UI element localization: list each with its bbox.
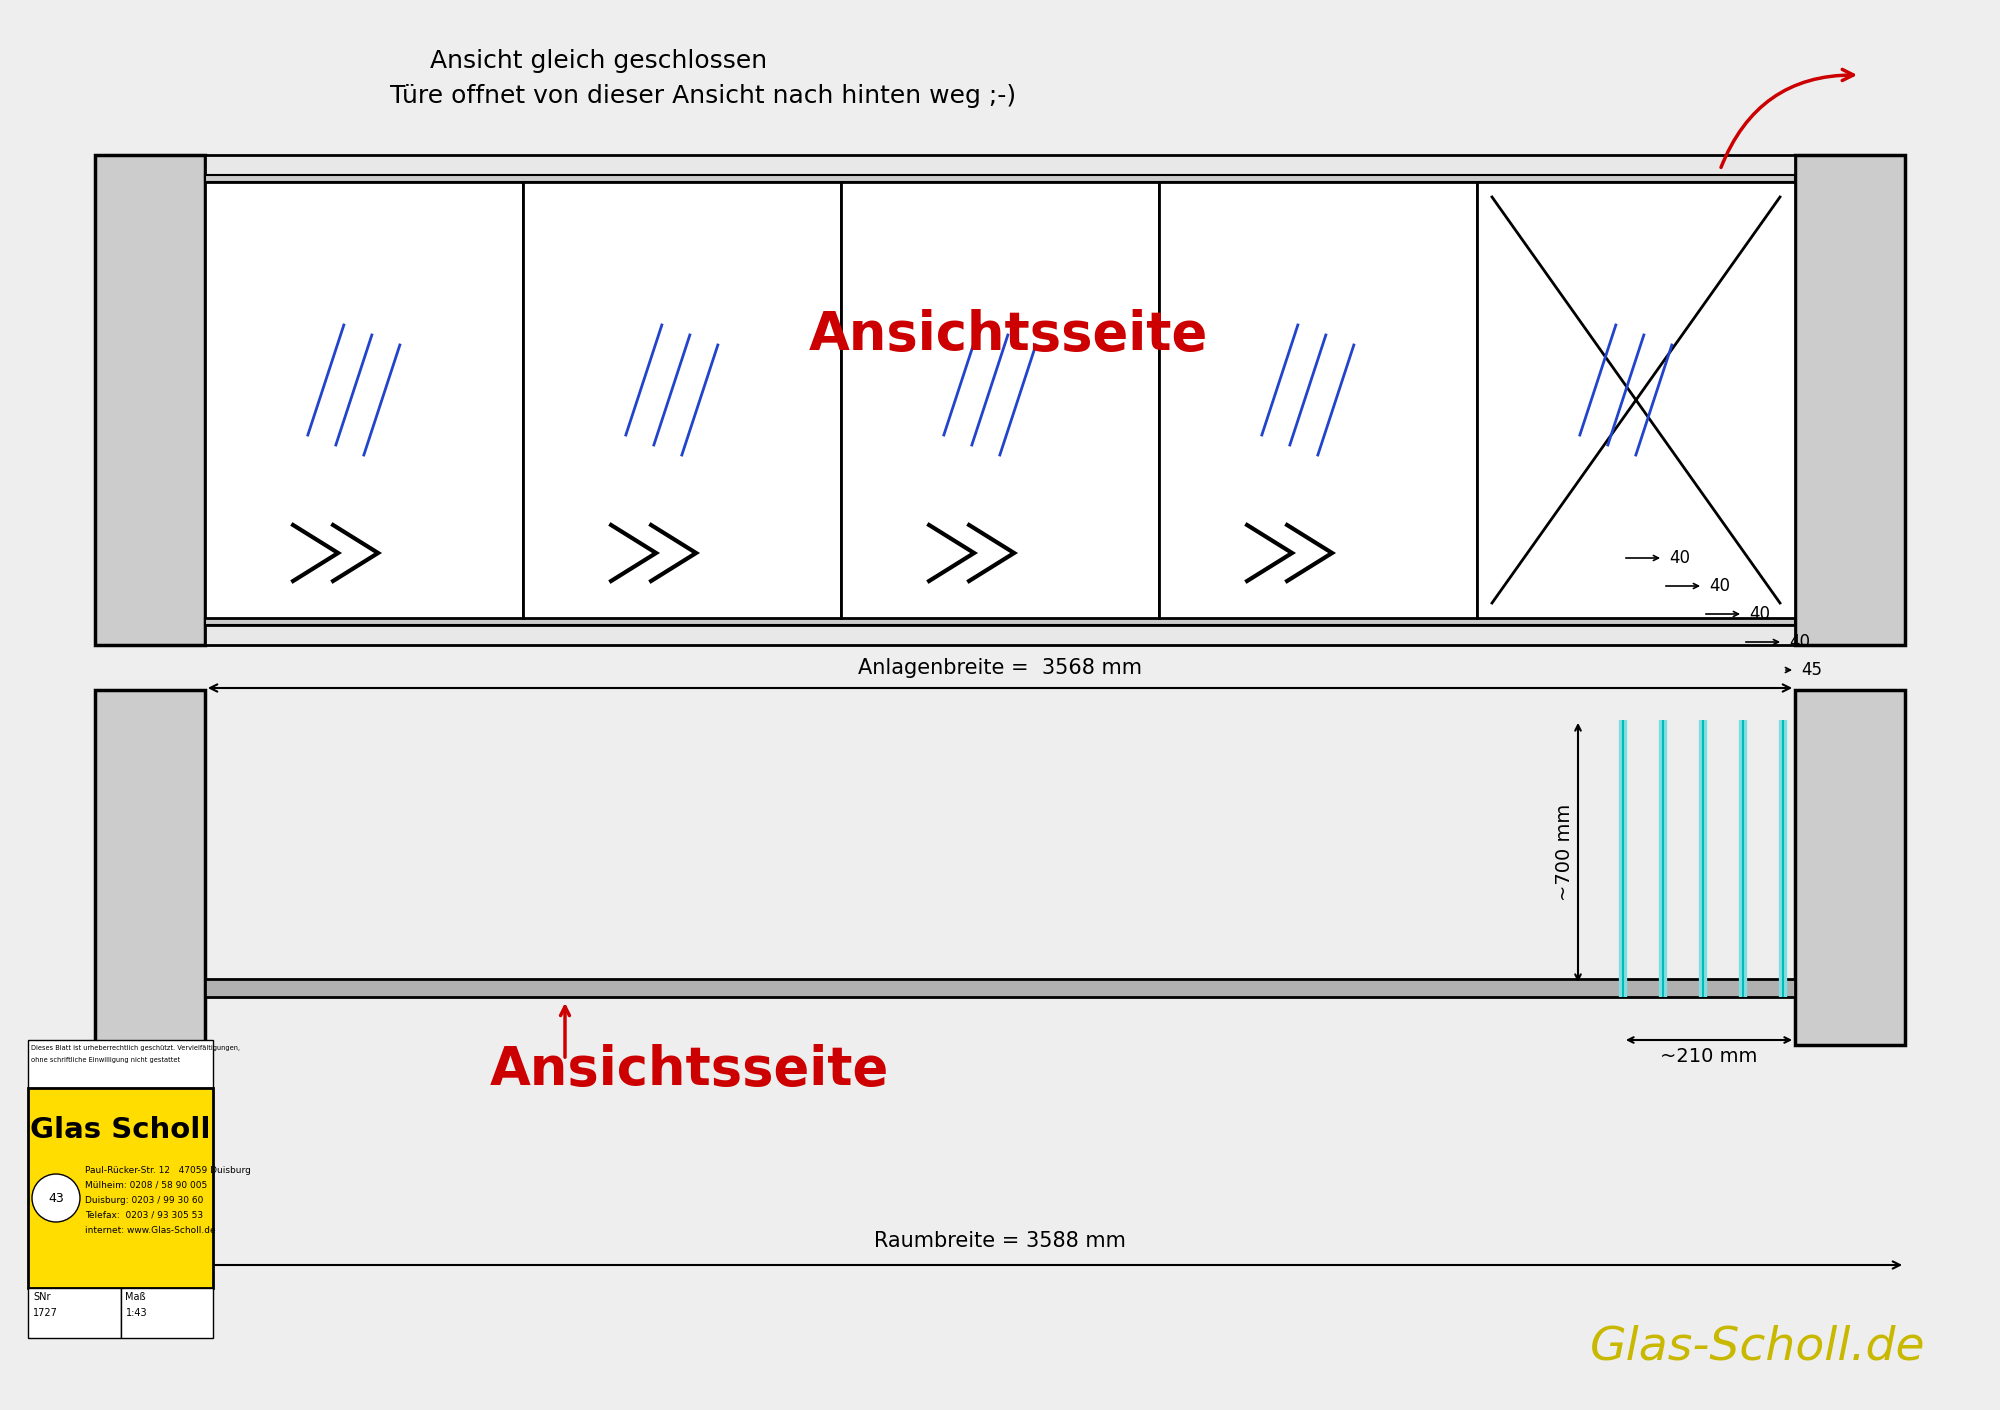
Text: 43: 43 — [48, 1191, 64, 1204]
Bar — [96, 155, 206, 644]
Bar — [206, 155, 1796, 175]
Text: 1:43: 1:43 — [126, 1308, 148, 1318]
Bar — [206, 618, 1796, 625]
Text: Paul-Rücker-Str. 12   47059 Duisburg: Paul-Rücker-Str. 12 47059 Duisburg — [84, 1166, 250, 1175]
Text: 40: 40 — [1668, 548, 1690, 567]
Bar — [206, 182, 524, 618]
Text: Ansichtsseite: Ansichtsseite — [810, 309, 1208, 361]
Text: 40: 40 — [1748, 605, 1770, 623]
Text: Mülheim: 0208 / 58 90 005: Mülheim: 0208 / 58 90 005 — [84, 1182, 208, 1190]
Text: internet: www.Glas-Scholl.de: internet: www.Glas-Scholl.de — [84, 1227, 216, 1235]
Text: Maß: Maß — [126, 1292, 146, 1301]
Text: Anlagenbreite =  3568 mm: Anlagenbreite = 3568 mm — [858, 658, 1142, 678]
Bar — [840, 182, 1160, 618]
Text: Ansichtsseite: Ansichtsseite — [490, 1043, 890, 1096]
Text: ~210 mm: ~210 mm — [1660, 1048, 1758, 1066]
Text: Dieses Blatt ist urheberrechtlich geschützt. Vervielfältigungen,: Dieses Blatt ist urheberrechtlich geschü… — [32, 1045, 240, 1050]
Bar — [1476, 182, 1796, 618]
Bar — [28, 1287, 120, 1338]
Text: Türe offnet von dieser Ansicht nach hinten weg ;-): Türe offnet von dieser Ansicht nach hint… — [390, 85, 1016, 109]
Text: Duisburg: 0203 / 99 30 60: Duisburg: 0203 / 99 30 60 — [84, 1196, 204, 1206]
Bar — [28, 1089, 212, 1287]
Text: 45: 45 — [1800, 661, 1822, 680]
Bar — [96, 689, 206, 1045]
Bar — [206, 625, 1796, 644]
Bar — [1796, 155, 1904, 644]
Circle shape — [32, 1175, 80, 1222]
Bar — [1160, 182, 1476, 618]
Text: ohne schriftliche Einwilligung nicht gestattet: ohne schriftliche Einwilligung nicht ges… — [32, 1058, 180, 1063]
Bar — [120, 1287, 212, 1338]
Bar — [206, 979, 1796, 997]
Bar — [28, 1041, 212, 1089]
Text: 40: 40 — [1708, 577, 1730, 595]
Bar — [206, 175, 1796, 182]
Bar — [524, 182, 840, 618]
Text: 1727: 1727 — [32, 1308, 58, 1318]
Text: Glas Scholl: Glas Scholl — [30, 1115, 210, 1144]
Text: 40: 40 — [1790, 633, 1810, 651]
Text: SNr: SNr — [32, 1292, 50, 1301]
Text: Raumbreite = 3588 mm: Raumbreite = 3588 mm — [874, 1231, 1126, 1251]
Text: Ansicht gleich geschlossen: Ansicht gleich geschlossen — [430, 49, 768, 73]
Text: Telefax:  0203 / 93 305 53: Telefax: 0203 / 93 305 53 — [84, 1211, 204, 1220]
Bar — [1796, 689, 1904, 1045]
Text: ~700 mm: ~700 mm — [1554, 804, 1574, 901]
Text: Glas-Scholl.de: Glas-Scholl.de — [1590, 1325, 1926, 1371]
